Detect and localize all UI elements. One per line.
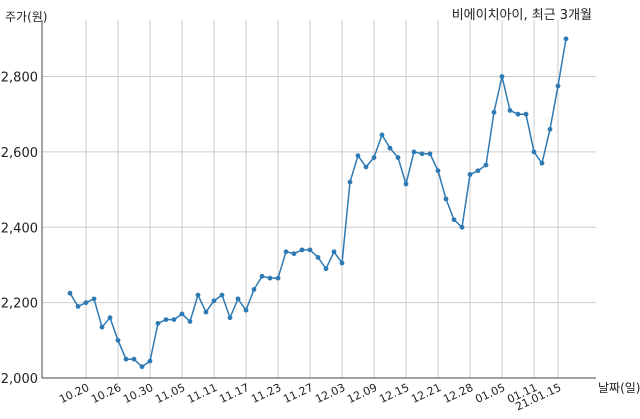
data-point — [339, 260, 345, 266]
data-point — [283, 249, 289, 255]
data-point — [411, 149, 417, 155]
x-tick-label: 11.27 — [281, 381, 315, 406]
data-point — [555, 83, 561, 89]
data-point — [435, 168, 441, 174]
x-tick-label: 10.20 — [57, 381, 91, 406]
x-tick-label: 12.03 — [313, 381, 347, 406]
y-tick-label: 2,000 — [1, 372, 38, 387]
data-point — [211, 298, 217, 304]
data-point — [427, 151, 433, 157]
x-tick-label: 10.26 — [89, 381, 123, 406]
data-point — [499, 74, 505, 79]
data-point — [475, 168, 481, 174]
data-point — [219, 292, 225, 298]
data-point — [259, 273, 265, 279]
data-point — [147, 358, 153, 364]
data-point — [563, 36, 569, 42]
series-line — [69, 38, 567, 368]
series-points — [67, 36, 569, 370]
grid-lines — [42, 20, 596, 379]
x-tick-label: 12.09 — [345, 381, 379, 406]
data-point — [403, 181, 409, 187]
data-point — [187, 319, 193, 324]
data-point — [179, 311, 185, 317]
axes — [41, 20, 596, 379]
data-point — [75, 304, 81, 309]
y-tick-label: 2,600 — [1, 146, 38, 161]
x-tick-label: 12.15 — [377, 381, 411, 406]
data-point — [467, 172, 473, 177]
data-point — [419, 151, 425, 157]
y-axis-label: 주가(원) — [5, 10, 47, 24]
x-tick-labels: 10.2010.2610.3011.0511.1111.1711.2311.27… — [57, 381, 563, 413]
x-tick-label: 11.11 — [185, 381, 219, 406]
data-point — [355, 153, 361, 159]
data-point — [139, 364, 145, 370]
data-point — [243, 307, 249, 313]
data-point — [67, 290, 73, 296]
data-point — [171, 317, 177, 322]
data-point — [275, 275, 281, 281]
data-point — [491, 109, 497, 115]
data-point — [163, 317, 169, 322]
chart-title: 비에이치아이, 최근 3개월 — [452, 8, 592, 23]
data-point — [307, 247, 313, 253]
x-tick-label: 21.01.15 — [513, 381, 563, 413]
x-tick-label: 11.17 — [217, 381, 251, 406]
data-point — [83, 300, 89, 306]
data-point — [379, 132, 385, 138]
data-point — [235, 296, 241, 302]
data-point — [395, 155, 401, 160]
data-point — [291, 251, 297, 257]
x-tick-label: 10.30 — [121, 381, 155, 406]
x-axis-label: 날짜(일) — [598, 381, 640, 395]
data-point — [539, 160, 545, 166]
x-tick-label: 11.23 — [249, 381, 283, 406]
x-tick-label: 12.21 — [409, 381, 443, 406]
data-point — [507, 108, 513, 113]
data-point — [387, 145, 393, 151]
data-point — [131, 356, 137, 362]
data-point — [115, 337, 121, 343]
data-point — [155, 320, 161, 326]
data-point — [299, 247, 305, 253]
y-tick-labels: 2,000 2,200 2,400 2,600 2,800 — [1, 71, 38, 387]
data-point — [443, 196, 449, 202]
data-point — [107, 315, 113, 321]
x-tick-label: 11.05 — [153, 381, 187, 406]
data-point — [91, 296, 97, 302]
data-point — [251, 287, 257, 292]
x-tick-label: 12.28 — [441, 381, 475, 406]
data-point — [347, 179, 353, 185]
data-point — [99, 324, 105, 330]
data-point — [315, 255, 321, 260]
y-tick-label: 2,200 — [1, 297, 38, 312]
y-tick-label: 2,400 — [1, 221, 38, 236]
data-point — [227, 315, 233, 321]
y-tick-label: 2,800 — [1, 71, 38, 86]
data-point — [203, 309, 209, 315]
data-point — [523, 111, 529, 117]
data-point — [363, 164, 369, 170]
data-point — [515, 111, 521, 117]
x-tick-label: 01.05 — [473, 381, 507, 406]
data-point — [371, 155, 377, 160]
data-point — [531, 149, 537, 155]
data-point — [451, 217, 457, 223]
data-point — [123, 356, 129, 362]
data-point — [547, 126, 553, 132]
data-point — [323, 266, 329, 272]
data-point — [459, 224, 465, 230]
data-point — [195, 292, 201, 298]
data-point — [267, 275, 273, 281]
data-point — [331, 249, 337, 255]
data-point — [483, 162, 489, 168]
